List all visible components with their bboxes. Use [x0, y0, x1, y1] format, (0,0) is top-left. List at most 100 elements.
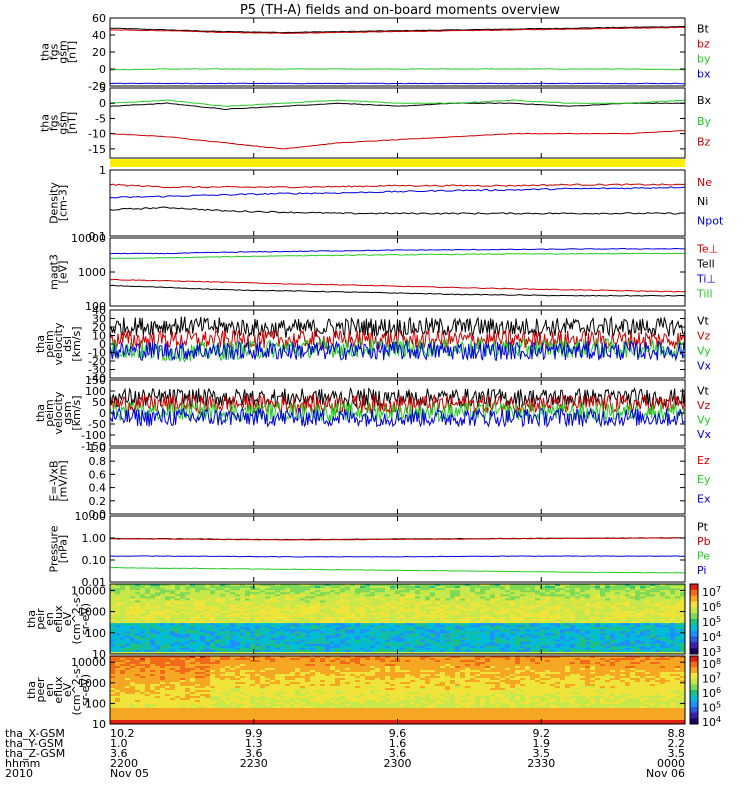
heat-cell [320, 641, 326, 645]
heat-cell [190, 662, 196, 665]
heat-cell [570, 625, 576, 628]
heat-cell [400, 606, 406, 610]
heat-cell [565, 604, 571, 608]
heat-cell [315, 643, 321, 647]
heat-cell [325, 637, 331, 640]
heat-cell [545, 592, 551, 595]
heat-cell [305, 616, 311, 620]
heat-cell [120, 592, 126, 595]
heat-cell [460, 631, 466, 634]
heat-cell [640, 649, 646, 653]
heat-cell [500, 602, 506, 605]
heat-cell [180, 660, 186, 663]
heat-cell [280, 645, 286, 649]
heat-cell [650, 658, 656, 661]
heat-cell [285, 651, 291, 655]
heat-cell [200, 647, 206, 651]
heat-cell [460, 662, 466, 665]
heat-cell [410, 584, 416, 587]
heat-cell [355, 649, 361, 653]
heat-cell [535, 629, 541, 632]
heat-cell [660, 619, 666, 622]
heat-cell [295, 614, 301, 618]
heat-cell [490, 635, 496, 638]
heat-cell [560, 645, 566, 649]
heat-cell [320, 602, 326, 605]
heat-cell [480, 590, 486, 593]
heat-cell [150, 608, 156, 612]
heat-cell [240, 662, 246, 665]
heat-cell [390, 666, 396, 669]
heat-cell [270, 660, 276, 663]
heat-cell [310, 627, 316, 630]
heat-cell [315, 647, 321, 651]
heat-cell [530, 639, 536, 643]
heat-cell [490, 662, 496, 665]
heat-cell [375, 619, 381, 622]
heat-cell [325, 631, 331, 634]
heat-cell [250, 635, 256, 638]
heat-cell [390, 612, 396, 616]
heat-cell [450, 602, 456, 605]
heat-cell [310, 590, 316, 593]
heat-cell [180, 608, 186, 612]
heat-cell [600, 647, 606, 651]
heat-cell [170, 600, 176, 603]
heat-cell [280, 629, 286, 632]
heat-cell [190, 627, 196, 630]
heat-cell [125, 645, 131, 649]
heat-cell [650, 662, 656, 665]
heat-cell [115, 606, 121, 610]
heat-cell [535, 592, 541, 595]
heat-cell [145, 600, 151, 603]
heat-cell [400, 588, 406, 591]
heat-cell [550, 627, 556, 630]
heat-cell [235, 631, 241, 634]
heat-cell [510, 606, 516, 610]
heat-cell [560, 660, 566, 663]
heat-cell [280, 651, 286, 655]
heat-cell [430, 641, 436, 645]
heat-cell [190, 643, 196, 647]
heat-cell [365, 658, 371, 661]
heat-cell [450, 660, 456, 663]
heat-cell [200, 631, 206, 634]
heat-cell [375, 612, 381, 616]
heat-cell [645, 662, 651, 665]
heat-cell [210, 658, 216, 661]
heat-cell [480, 625, 486, 628]
heat-cell [365, 610, 371, 614]
heat-cell [555, 666, 561, 669]
heat-cell [520, 616, 526, 620]
heat-cell [660, 633, 666, 636]
heat-cell [605, 590, 611, 593]
heat-cell [260, 602, 266, 605]
heat-cell [410, 625, 416, 628]
heat-cell [495, 614, 501, 618]
heat-cell [375, 633, 381, 636]
heat-cell [215, 610, 221, 614]
heat-cell [670, 584, 676, 587]
heat-cell [650, 643, 656, 647]
heat-cell [650, 641, 656, 645]
heat-cell [275, 635, 281, 638]
heat-cell [650, 584, 656, 587]
heat-cell [535, 588, 541, 591]
heat-cell [510, 614, 516, 618]
heat-cell [475, 600, 481, 603]
heat-cell [410, 633, 416, 636]
heat-cell [670, 635, 676, 638]
heat-cell [465, 604, 471, 608]
heat-cell [585, 627, 591, 630]
heat-cell [435, 629, 441, 632]
heat-cell [210, 651, 216, 655]
heat-cell [410, 649, 416, 653]
heat-cell [585, 610, 591, 614]
heat-cell [435, 602, 441, 605]
heat-cell [445, 600, 451, 603]
heat-cell [160, 619, 166, 622]
heat-cell [305, 625, 311, 628]
heat-cell [655, 584, 661, 587]
heat-cell [435, 592, 441, 595]
heat-cell [115, 625, 121, 628]
